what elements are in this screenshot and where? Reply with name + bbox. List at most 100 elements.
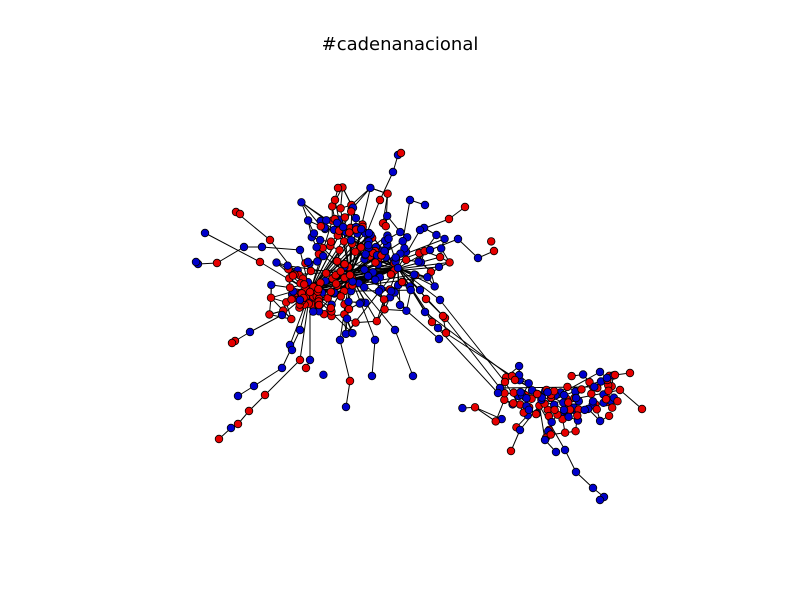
graph-edge	[253, 367, 283, 387]
graph-node-red	[335, 245, 344, 255]
graph-edge	[216, 246, 245, 264]
graph-node-blue	[360, 283, 369, 292]
graph-node-red	[571, 427, 580, 436]
graph-node-blue	[384, 234, 393, 243]
graph-node-red	[326, 287, 336, 297]
graph-node-blue	[191, 257, 201, 267]
graph-node-red	[266, 293, 276, 302]
graph-edge	[397, 229, 421, 269]
graph-node-red	[563, 382, 572, 392]
graph-edge	[429, 238, 459, 251]
graph-node-red	[460, 202, 470, 212]
graph-node-red	[487, 237, 496, 246]
graph-node-blue	[371, 275, 380, 284]
graph-node-red	[427, 317, 437, 327]
graph-node-red	[610, 370, 620, 380]
graph-node-blue	[319, 251, 328, 261]
graph-node-blue	[364, 240, 373, 250]
graph-node-red	[244, 406, 254, 416]
graph-node-blue	[595, 367, 605, 377]
graph-node-blue	[346, 236, 356, 245]
graph-node-blue	[595, 416, 605, 426]
graph-node-blue	[560, 445, 570, 455]
graph-node-blue	[414, 257, 423, 266]
graph-node-red	[305, 287, 315, 297]
graph-node-red	[265, 310, 274, 319]
graph-node-red	[613, 397, 622, 406]
graph-node-blue	[458, 403, 467, 413]
graph-node-blue	[395, 300, 405, 310]
graph-node-blue	[277, 363, 287, 373]
graph-node-red	[438, 311, 448, 321]
graph-node-red	[314, 284, 323, 294]
graph-node-red	[608, 403, 617, 412]
graph-node-red	[265, 235, 275, 245]
graph-node-blue	[341, 402, 351, 412]
graph-node-blue	[425, 245, 435, 255]
graph-node-red	[401, 255, 411, 265]
graph-node-blue	[433, 323, 443, 333]
graph-node-blue	[295, 325, 305, 335]
graph-node-blue	[571, 467, 581, 477]
graph-node-blue	[402, 306, 411, 315]
graph-edge	[457, 238, 479, 259]
graph-node-red	[316, 222, 325, 231]
graph-node-red	[550, 405, 559, 415]
graph-node-blue	[551, 447, 561, 457]
graph-edge	[371, 339, 376, 377]
graph-node-red	[332, 257, 342, 266]
graph-node-red	[604, 386, 613, 395]
graph-node-red	[445, 258, 454, 267]
graph-node-blue	[200, 228, 210, 238]
graph-node-red	[314, 300, 324, 310]
graph-node-red	[546, 430, 555, 439]
graph-node-red	[336, 204, 345, 213]
graph-node-blue	[226, 423, 236, 433]
graph-node-red	[470, 403, 480, 412]
graph-node-red	[381, 221, 390, 231]
graph-edge	[439, 299, 506, 383]
graph-node-blue	[602, 373, 612, 383]
graph-node-blue	[493, 388, 503, 398]
graph-node-blue	[473, 253, 483, 263]
graph-node-red	[326, 303, 335, 313]
graph-node-red	[560, 428, 570, 437]
graph-node-blue	[339, 222, 348, 232]
graph-node-blue	[453, 234, 463, 244]
graph-node-red	[397, 277, 407, 287]
graph-node-blue	[295, 245, 305, 255]
graph-node-red	[212, 258, 222, 268]
graph-node-blue	[361, 249, 370, 259]
graph-node-blue	[405, 195, 415, 205]
graph-node-red	[421, 294, 431, 304]
graph-node-blue	[316, 235, 325, 245]
graph-node-blue	[283, 261, 292, 270]
graph-node-red	[333, 183, 343, 193]
graph-node-red	[345, 376, 355, 386]
graph-node-red	[330, 195, 340, 205]
graph-node-red	[345, 270, 355, 280]
graph-node-blue	[344, 297, 353, 306]
figure-title: #cadenanacional	[321, 34, 479, 55]
graph-node-blue	[374, 287, 384, 296]
graph-edge	[339, 339, 351, 382]
graph-node-red	[287, 314, 296, 324]
graph-node-red	[288, 271, 298, 280]
graph-node-red	[435, 252, 445, 262]
graph-node-blue	[312, 242, 321, 252]
graph-node-blue	[434, 262, 444, 272]
graph-node-red	[233, 419, 243, 429]
graph-node-blue	[408, 371, 418, 381]
graph-node-blue	[515, 425, 525, 435]
graph-edge	[394, 329, 414, 377]
graph-node-blue	[249, 381, 259, 391]
graph-node-blue	[357, 224, 366, 234]
graph-node-red	[615, 385, 625, 395]
graph-node-red	[336, 267, 345, 276]
graph-node-blue	[364, 228, 374, 238]
graph-node-blue	[524, 379, 533, 388]
graph-node-red	[351, 247, 360, 256]
graph-node-red	[285, 283, 295, 292]
graph-node-red	[371, 258, 380, 267]
graph-edge	[379, 171, 394, 201]
